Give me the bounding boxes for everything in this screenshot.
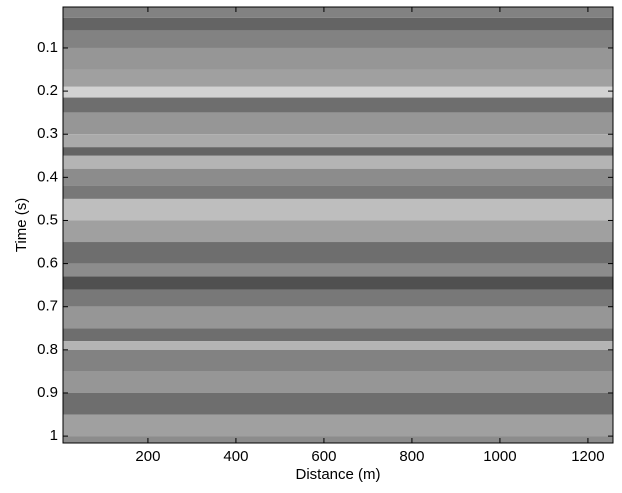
heatmap-band [63, 242, 613, 264]
y-tick-label: 0.9 [37, 384, 58, 401]
x-tick-label: 1200 [571, 448, 604, 465]
heatmap-band [63, 198, 613, 221]
heatmap-band [63, 306, 613, 329]
heatmap-band [63, 328, 613, 342]
heatmap-band [63, 436, 613, 443]
y-tick-label: 0.6 [37, 255, 58, 272]
x-axis-label: Distance (m) [295, 466, 380, 483]
heatmap-band [63, 7, 613, 18]
y-tick-label: 0.7 [37, 298, 58, 315]
y-tick-label: 0.1 [37, 39, 58, 56]
heatmap-band [63, 185, 613, 199]
heatmap-band [63, 97, 613, 113]
y-axis-label: Time (s) [13, 198, 30, 252]
heatmap-band [63, 69, 613, 87]
x-tick-label: 400 [223, 448, 248, 465]
x-tick-label: 800 [399, 448, 424, 465]
heatmap-band [63, 414, 613, 437]
heatmap-band [63, 263, 613, 277]
y-tick-label: 0.8 [37, 341, 58, 358]
heatmap-band [63, 30, 613, 48]
heatmap-band [63, 349, 613, 372]
heatmap-band [63, 147, 613, 156]
heatmap-band [63, 341, 613, 350]
plot-frame [62, 6, 614, 444]
heatmap-band [63, 86, 613, 98]
heatmap-band [63, 134, 613, 148]
heatmap-band [63, 168, 613, 186]
x-tick-label: 600 [311, 448, 336, 465]
heatmap-band [63, 47, 613, 70]
heatmap-band [63, 155, 613, 169]
heatmap-band [63, 392, 613, 415]
y-tick-label: 0.4 [37, 168, 58, 185]
y-tick-label: 1 [50, 427, 58, 444]
heatmap-band [63, 220, 613, 243]
heatmap-band [63, 371, 613, 393]
heatmap-band [63, 289, 613, 307]
y-tick-label: 0.5 [37, 211, 58, 228]
y-tick-label: 0.2 [37, 82, 58, 99]
x-tick-label: 200 [135, 448, 160, 465]
heatmap-band [63, 276, 613, 290]
heatmap-band [63, 112, 613, 135]
y-tick-label: 0.3 [37, 125, 58, 142]
heatmap-band [63, 17, 613, 31]
x-tick-label: 1000 [483, 448, 516, 465]
